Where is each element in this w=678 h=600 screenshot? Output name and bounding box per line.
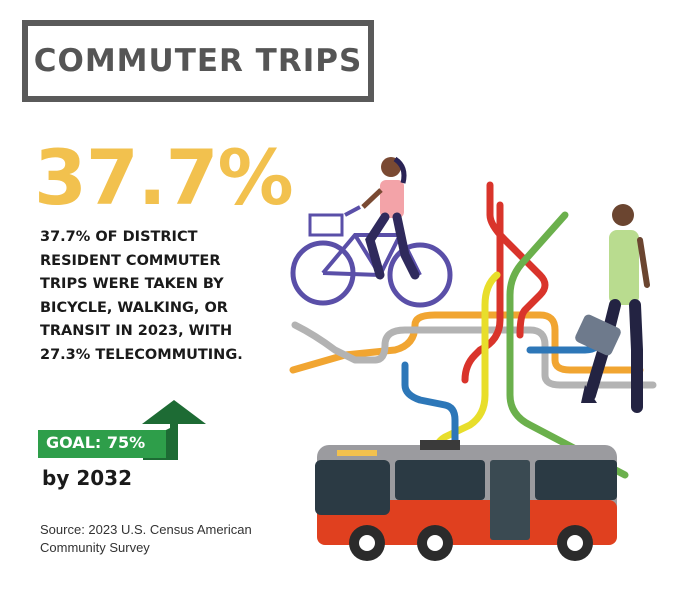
- bicycle-rider-illustration: [290, 156, 453, 308]
- goal-label: GOAL: 75%: [46, 433, 146, 452]
- stat-description: 37.7% OF DISTRICT RESIDENT COMMUTER TRIP…: [40, 229, 243, 363]
- pedestrian-illustration: [575, 204, 650, 413]
- goal-badge: [38, 400, 206, 460]
- commute-illustration: [289, 156, 657, 561]
- goal-year: by 2032: [42, 466, 132, 490]
- goal-banner: [38, 430, 166, 458]
- headline-stat: 37.7%: [34, 133, 294, 222]
- page-title: COMMUTER TRIPS: [33, 43, 363, 79]
- source-note: Source: 2023 U.S. Census American Commun…: [40, 522, 252, 555]
- bus-illustration: [315, 440, 617, 561]
- title-box: COMMUTER TRIPS: [22, 20, 374, 102]
